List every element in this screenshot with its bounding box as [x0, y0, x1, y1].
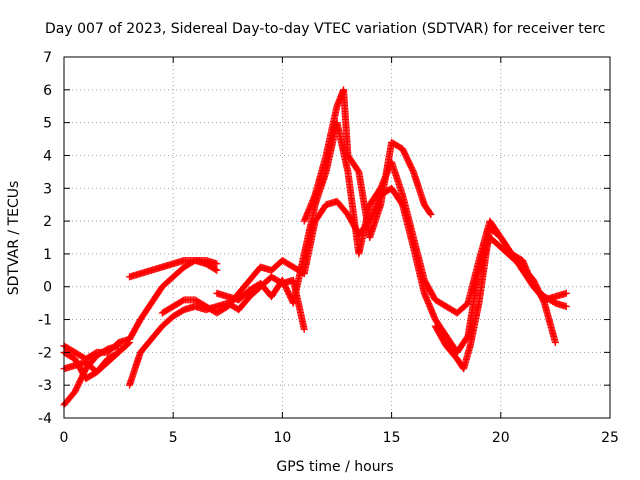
x-axis-label: GPS time / hours [276, 459, 393, 475]
y-tick-label: 5 [43, 116, 52, 132]
data-point-marker [126, 339, 134, 347]
data-point-marker [124, 340, 132, 348]
series-track-j [431, 224, 570, 373]
y-tick-label: 3 [43, 181, 52, 197]
data-point-marker [115, 348, 123, 356]
y-tick-label: 2 [43, 214, 52, 230]
y-axis-label: SDTVAR / TECUs [6, 181, 22, 296]
y-tick-label: -1 [38, 313, 52, 329]
series-track-f [126, 256, 221, 281]
chart-title: Day 007 of 2023, Sidereal Day-to-day VTE… [45, 21, 605, 37]
data-series [60, 86, 570, 409]
y-tick-label: 4 [43, 148, 52, 164]
y-tick-label: -4 [38, 411, 52, 427]
y-tick-label: 0 [43, 280, 52, 296]
x-tick-label: 10 [273, 430, 291, 446]
data-point-marker [213, 266, 221, 274]
data-point-marker [562, 289, 570, 297]
x-tick-label: 0 [60, 430, 69, 446]
data-point-marker [551, 339, 559, 347]
axis-ticks: 0 5 10 15 20 25 -4 -3 -2 -1 0 1 2 3 4 5 6 7 [38, 50, 619, 446]
y-tick-label: 1 [43, 247, 52, 263]
data-point-marker [213, 260, 221, 268]
series-track-i [300, 86, 435, 241]
series-track-b [60, 342, 123, 409]
data-point-marker [426, 209, 434, 217]
data-point-marker [427, 211, 435, 219]
y-tick-label: 7 [43, 50, 52, 66]
plot-frame [63, 56, 611, 419]
data-point-marker [115, 342, 123, 350]
x-tick-label: 5 [169, 430, 178, 446]
x-tick-label: 15 [383, 430, 401, 446]
series-track-e [126, 273, 308, 389]
x-tick-label: 25 [601, 430, 619, 446]
series-track-d [60, 348, 123, 383]
y-tick-label: -2 [38, 345, 52, 361]
x-tick-label: 20 [492, 430, 510, 446]
y-tick-label: 6 [43, 83, 52, 99]
series-track-h [213, 119, 570, 317]
y-tick-label: -3 [38, 378, 52, 394]
data-point-marker [114, 349, 122, 357]
data-point-marker [562, 302, 570, 310]
data-point-marker [212, 265, 220, 273]
data-point-marker [300, 325, 308, 333]
